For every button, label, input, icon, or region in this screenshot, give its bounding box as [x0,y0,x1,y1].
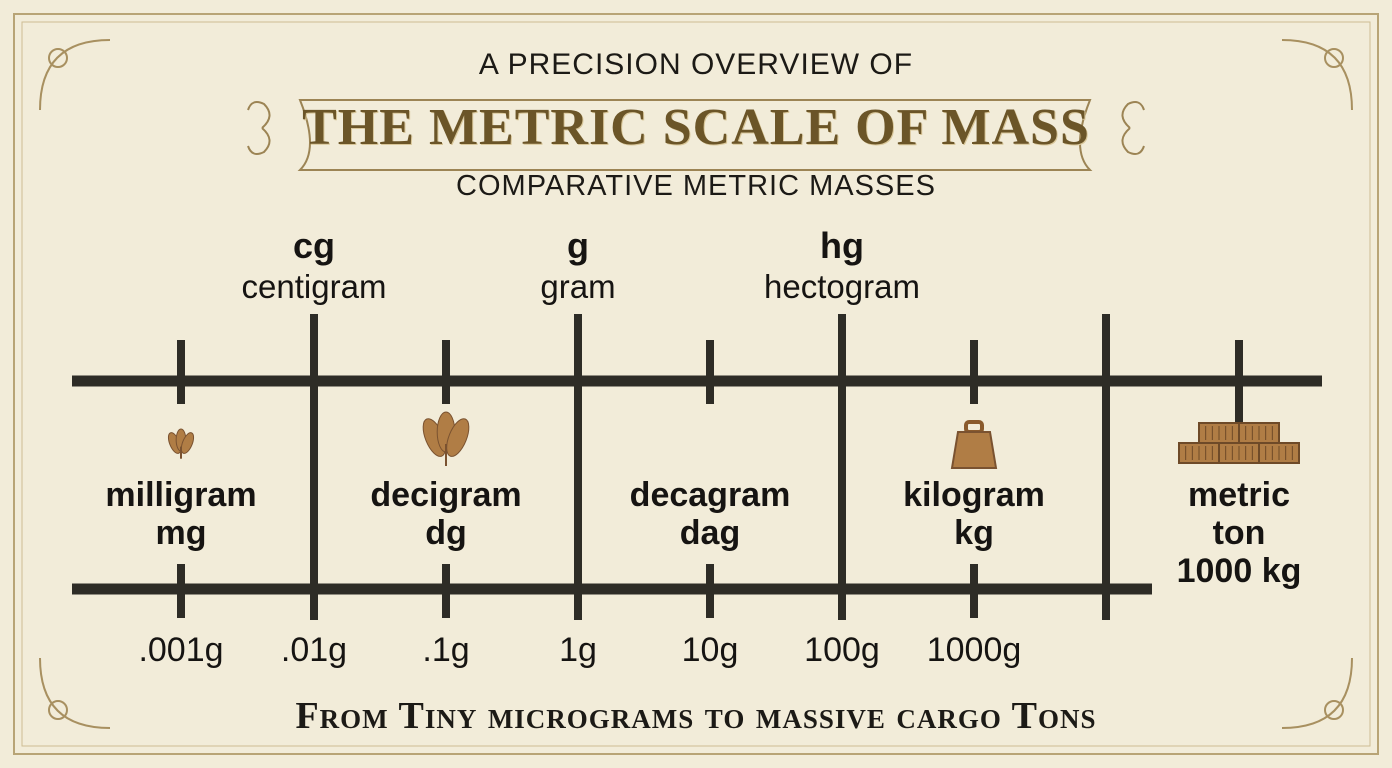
corner-scroll [1324,48,1344,68]
weight-icon [950,420,998,469]
banner-scroll [1121,127,1145,155]
cargo-boxes-icon [1178,422,1300,464]
corner-flourish [1281,657,1353,729]
corner-flourish [1281,39,1353,111]
tick-value-label: .1g [422,631,470,669]
unit-label: kilogram kg [903,476,1045,552]
corner-flourish [39,39,111,111]
top-unit-abbr: g [567,225,589,266]
unit-label: decigram dg [370,476,521,552]
unit-label: metric ton 1000 kg [1177,476,1302,590]
tick-value-label: 1g [559,631,597,669]
corner-scroll [48,700,68,720]
corner-scroll [1324,700,1344,720]
unit-label-line: decagram [629,476,791,514]
unit-label-line: metric [1187,476,1291,514]
banner-scroll [247,101,271,129]
banner-scroll [1121,101,1145,129]
unit-label-line: dg [425,514,467,552]
header-overline: A PRECISION OVERVIEW OF [478,48,914,81]
unit-label-line: milligram [105,476,257,514]
corner-flourish [39,657,111,729]
unit-label-line: kilogram [903,476,1045,514]
top-unit-name: gram [540,268,616,305]
tick-value-label: .001g [138,631,224,669]
tick-value-label: 10g [681,631,739,669]
footer-tagline: From Tiny micrograms to massive cargo To… [295,695,1097,737]
tick-value-label: 1000g [926,631,1022,669]
unit-label: decagram dag [630,476,791,552]
tick-value-label: 100g [804,631,880,669]
grain-icon [167,428,195,459]
unit-label: milligram mg [105,476,256,552]
header-subtitle: COMPARATIVE METRIC MASSES [456,170,936,202]
page-title: THE METRIC SCALE OF MASS [302,99,1090,156]
title-banner-outline [297,99,1093,171]
unit-label-line: dag [679,514,741,552]
tick-value-label: .01g [280,631,348,669]
top-unit-name: centigram [241,268,387,305]
top-unit-abbr: cg [292,225,336,266]
top-unit-abbr: hg [820,225,864,266]
unit-label-line: mg [155,514,207,552]
unit-label-line: kg [954,514,994,552]
banner-scroll [247,127,271,155]
corner-scroll [48,48,68,68]
wheat-icon [422,411,470,466]
unit-label-line: 1000 kg [1176,552,1302,590]
unit-label-line: decigram [370,476,522,514]
unit-label-line: ton [1212,514,1266,552]
top-unit-name: hectogram [764,268,920,305]
